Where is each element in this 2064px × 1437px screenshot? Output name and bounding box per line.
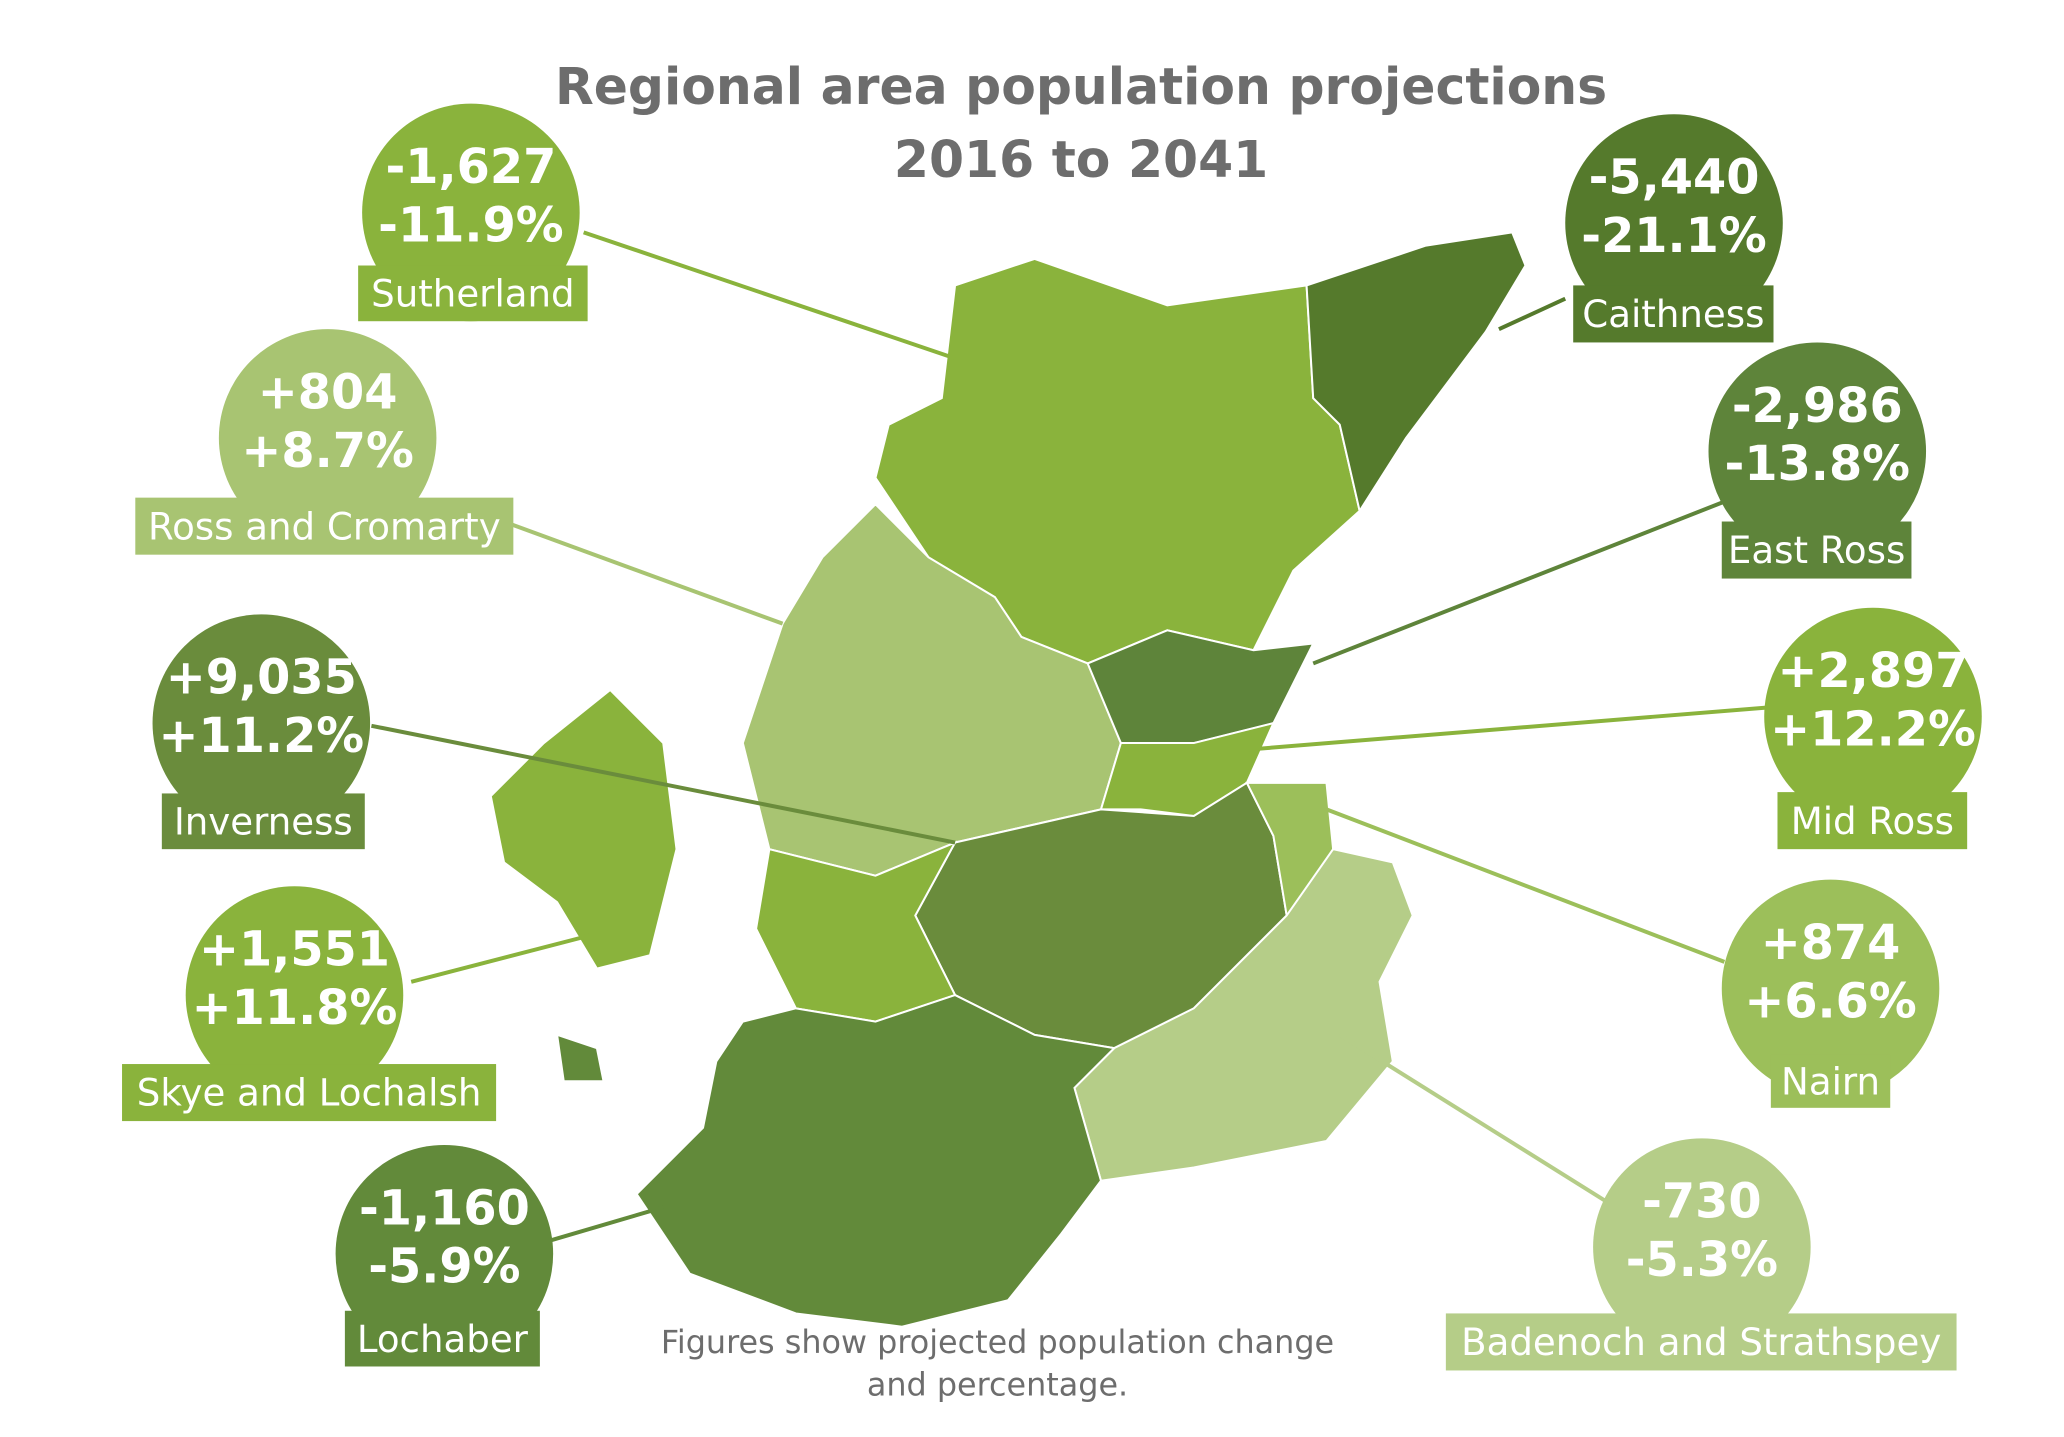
change-percent: -5.9% <box>368 1240 520 1295</box>
change-value: -1,627 <box>385 140 556 195</box>
region-callout: -2,986-13.8% East Ross <box>1312 342 1927 666</box>
callout-bubble <box>335 1144 554 1363</box>
region-shape <box>1305 231 1527 514</box>
callout-bubble <box>1708 342 1927 560</box>
change-value: +874 <box>1761 916 1901 971</box>
callout-bubble <box>218 329 437 547</box>
region-callout: -730-5.3% Badenoch and Strathspey <box>1338 1033 1957 1371</box>
region-name: Sutherland <box>371 273 574 316</box>
region-name: Mid Ross <box>1791 800 1954 843</box>
callout-bubble <box>1593 1138 1811 1356</box>
change-percent: +8.7% <box>241 424 413 479</box>
label-box <box>358 265 588 322</box>
leader-line <box>1325 807 1726 964</box>
leader-line <box>583 230 956 361</box>
change-percent: -21.1% <box>1581 209 1766 264</box>
label-box <box>1445 1313 1957 1371</box>
change-value: -730 <box>1642 1175 1762 1230</box>
label-box <box>122 1064 497 1122</box>
change-value: -1,160 <box>359 1181 530 1236</box>
change-value: +9,035 <box>166 651 357 706</box>
label-box <box>135 497 514 555</box>
callout-bubble <box>185 886 404 1104</box>
region-name: Ross and Cromarty <box>148 505 501 548</box>
region-name: Skye and Lochalsh <box>137 1072 482 1115</box>
region-name: Caithness <box>1582 293 1764 336</box>
change-percent: -13.8% <box>1725 437 1910 492</box>
label-box <box>1573 285 1774 343</box>
label-box <box>1777 792 1968 850</box>
change-percent: +11.8% <box>192 981 398 1036</box>
region-name: Lochaber <box>357 1318 529 1361</box>
region-name: East Ross <box>1728 529 1905 572</box>
label-box <box>1770 1054 1891 1108</box>
region-callout: +1,551+11.8% Skye and Lochalsh <box>122 886 591 1122</box>
change-value: -2,986 <box>1732 379 1903 434</box>
region-callout: +9,035+11.2% Inverness <box>152 614 956 850</box>
region-callout: +804+8.7% Ross and Cromarty <box>135 329 784 626</box>
change-percent: +6.6% <box>1744 974 1916 1029</box>
region-callout: -5,440-21.1% Caithness <box>1498 114 1783 343</box>
leader-line <box>1312 499 1726 666</box>
change-value: -5,440 <box>1589 151 1760 206</box>
change-percent: -11.9% <box>378 198 563 253</box>
callout-bubble <box>152 614 371 832</box>
region-name: Nairn <box>1781 1060 1880 1103</box>
callout-bubble <box>1721 879 1940 1098</box>
region-name: Inverness <box>174 800 353 843</box>
region-shape <box>489 688 678 970</box>
callout-bubble <box>1565 114 1783 332</box>
callout-bubble <box>1764 607 1982 826</box>
region-name: Badenoch and Strathspey <box>1461 1321 1941 1364</box>
label-box <box>161 793 365 850</box>
region-callout: +2,897+12.2% Mid Ross <box>1246 607 1982 850</box>
footnote-line: and percentage. <box>867 1365 1128 1403</box>
leader-line <box>1246 705 1772 752</box>
leader-line <box>410 933 591 984</box>
change-value: +2,897 <box>1777 644 1968 699</box>
change-percent: -5.3% <box>1626 1233 1778 1288</box>
label-box <box>1721 521 1912 579</box>
leader-line <box>371 723 956 845</box>
change-value: +1,551 <box>199 923 390 978</box>
label-box <box>344 1310 540 1367</box>
region-callout: +874+6.6% Nairn <box>1325 807 1940 1108</box>
leader-line <box>1498 296 1567 331</box>
change-value: +804 <box>258 366 398 421</box>
region-callout: -1,627-11.9% Sutherland <box>358 103 956 361</box>
region-callout: -1,160-5.9% Lochaber <box>335 1144 664 1367</box>
title-line: 2016 to 2041 <box>894 130 1268 189</box>
region-shape <box>635 993 1117 1328</box>
footnote-line: Figures show projected population change <box>661 1323 1334 1361</box>
region-shape <box>555 1033 605 1083</box>
leader-line <box>510 522 784 626</box>
title-line: Regional area population projections <box>555 57 1607 116</box>
change-percent: +11.2% <box>158 709 364 764</box>
leader-line <box>549 1205 664 1243</box>
change-percent: +12.2% <box>1770 702 1976 757</box>
leader-line <box>1338 1033 1607 1203</box>
map <box>489 231 1527 1328</box>
